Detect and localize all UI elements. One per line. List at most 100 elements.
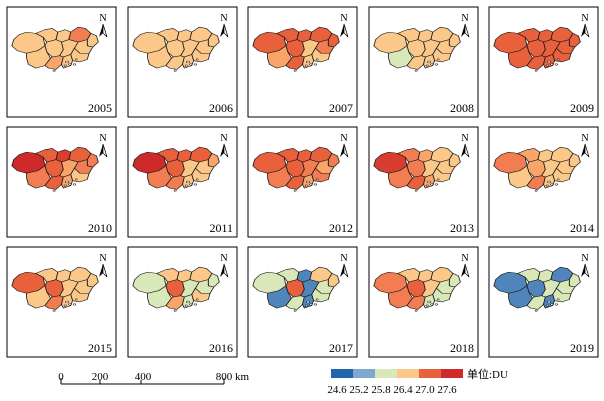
map-panel-2010: N 2010 bbox=[6, 126, 117, 238]
legend-swatch bbox=[375, 369, 397, 378]
island-outline bbox=[74, 58, 78, 61]
island-outline bbox=[184, 304, 188, 307]
island-outline bbox=[547, 60, 551, 64]
island-outline bbox=[534, 309, 538, 312]
island-outline bbox=[313, 63, 318, 66]
island-outline bbox=[52, 69, 56, 72]
island-outline bbox=[414, 189, 418, 192]
island-outline bbox=[430, 63, 434, 66]
island-outline bbox=[306, 300, 310, 304]
north-arrow-icon: N bbox=[340, 253, 349, 278]
island-outline bbox=[313, 303, 318, 306]
island-outline bbox=[556, 58, 560, 61]
region-map bbox=[252, 146, 340, 192]
island-outline bbox=[52, 189, 56, 192]
year-label: 2013 bbox=[450, 221, 474, 235]
region-polygon bbox=[191, 168, 211, 183]
island-outline bbox=[195, 298, 199, 301]
map-panel-2016: N 2016 bbox=[127, 246, 238, 358]
island-outline bbox=[427, 60, 431, 64]
island-outline bbox=[65, 60, 69, 64]
north-arrow-icon: N bbox=[461, 253, 470, 278]
region-map bbox=[373, 146, 461, 192]
island-outline bbox=[547, 300, 551, 304]
island-outline bbox=[425, 184, 429, 187]
island-outline bbox=[306, 60, 310, 64]
island-outline bbox=[309, 303, 313, 306]
island-outline bbox=[68, 183, 72, 186]
region-polygon bbox=[191, 288, 211, 303]
north-label: N bbox=[99, 13, 106, 24]
island-outline bbox=[425, 304, 429, 307]
north-label: N bbox=[220, 13, 227, 24]
island-outline bbox=[414, 309, 418, 312]
island-outline bbox=[313, 183, 318, 186]
north-label: N bbox=[99, 133, 106, 144]
island-outline bbox=[545, 304, 549, 307]
island-outline bbox=[186, 60, 190, 64]
north-arrow-icon: N bbox=[461, 133, 470, 158]
year-label: 2008 bbox=[450, 101, 474, 115]
year-label: 2015 bbox=[88, 341, 112, 355]
region-map bbox=[252, 266, 340, 312]
island-outline bbox=[186, 180, 190, 184]
island-outline bbox=[556, 178, 560, 181]
island-outline bbox=[72, 63, 77, 66]
year-label: 2009 bbox=[570, 101, 594, 115]
island-outline bbox=[68, 303, 72, 306]
island-outline bbox=[436, 58, 440, 61]
map-panel-2008: N 2008 bbox=[368, 6, 479, 118]
island-outline bbox=[309, 183, 313, 186]
island-outline bbox=[315, 298, 319, 301]
island-outline bbox=[304, 304, 308, 307]
region-map bbox=[493, 146, 581, 192]
island-outline bbox=[430, 303, 434, 306]
island-outline bbox=[434, 183, 439, 186]
scale-unit-label: km bbox=[235, 371, 250, 383]
island-outline bbox=[436, 178, 440, 181]
island-outline bbox=[306, 180, 310, 184]
north-arrow-icon: N bbox=[99, 133, 108, 158]
region-polygon bbox=[552, 288, 572, 303]
map-panel-2014: N 2014 bbox=[488, 126, 599, 238]
island-outline bbox=[74, 178, 78, 181]
region-map bbox=[493, 26, 581, 72]
region-polygon bbox=[311, 288, 331, 303]
island-outline bbox=[545, 64, 549, 67]
region-map bbox=[11, 146, 99, 192]
region-polygon bbox=[70, 288, 90, 303]
region-map bbox=[132, 26, 220, 72]
north-arrow-icon: N bbox=[581, 133, 590, 158]
north-arrow-icon: N bbox=[461, 13, 470, 38]
year-label: 2005 bbox=[88, 101, 112, 115]
region-polygon bbox=[432, 288, 452, 303]
year-label: 2011 bbox=[209, 221, 233, 235]
region-polygon bbox=[432, 48, 452, 63]
north-arrow-icon: N bbox=[220, 253, 229, 278]
region-polygon bbox=[552, 48, 572, 63]
island-outline bbox=[72, 303, 77, 306]
legend-swatch bbox=[331, 369, 353, 378]
island-outline bbox=[65, 300, 69, 304]
region-polygon bbox=[552, 168, 572, 183]
north-arrow-icon: N bbox=[99, 253, 108, 278]
north-arrow-icon: N bbox=[220, 13, 229, 38]
north-label: N bbox=[461, 13, 468, 24]
map-panel-2005: N 2005 bbox=[6, 6, 117, 118]
island-outline bbox=[550, 63, 554, 66]
region-map bbox=[493, 266, 581, 312]
region-polygon bbox=[432, 168, 452, 183]
island-outline bbox=[193, 303, 198, 306]
legend-tick-label: 27.0 bbox=[415, 384, 435, 396]
year-label: 2016 bbox=[209, 341, 233, 355]
legend-swatch bbox=[419, 369, 441, 378]
north-arrow-icon: N bbox=[581, 13, 590, 38]
island-outline bbox=[430, 183, 434, 186]
north-arrow-icon: N bbox=[581, 253, 590, 278]
island-outline bbox=[427, 180, 431, 184]
year-label: 2017 bbox=[329, 341, 353, 355]
region-map bbox=[252, 26, 340, 72]
island-outline bbox=[195, 178, 199, 181]
island-outline bbox=[556, 298, 560, 301]
island-outline bbox=[304, 184, 308, 187]
